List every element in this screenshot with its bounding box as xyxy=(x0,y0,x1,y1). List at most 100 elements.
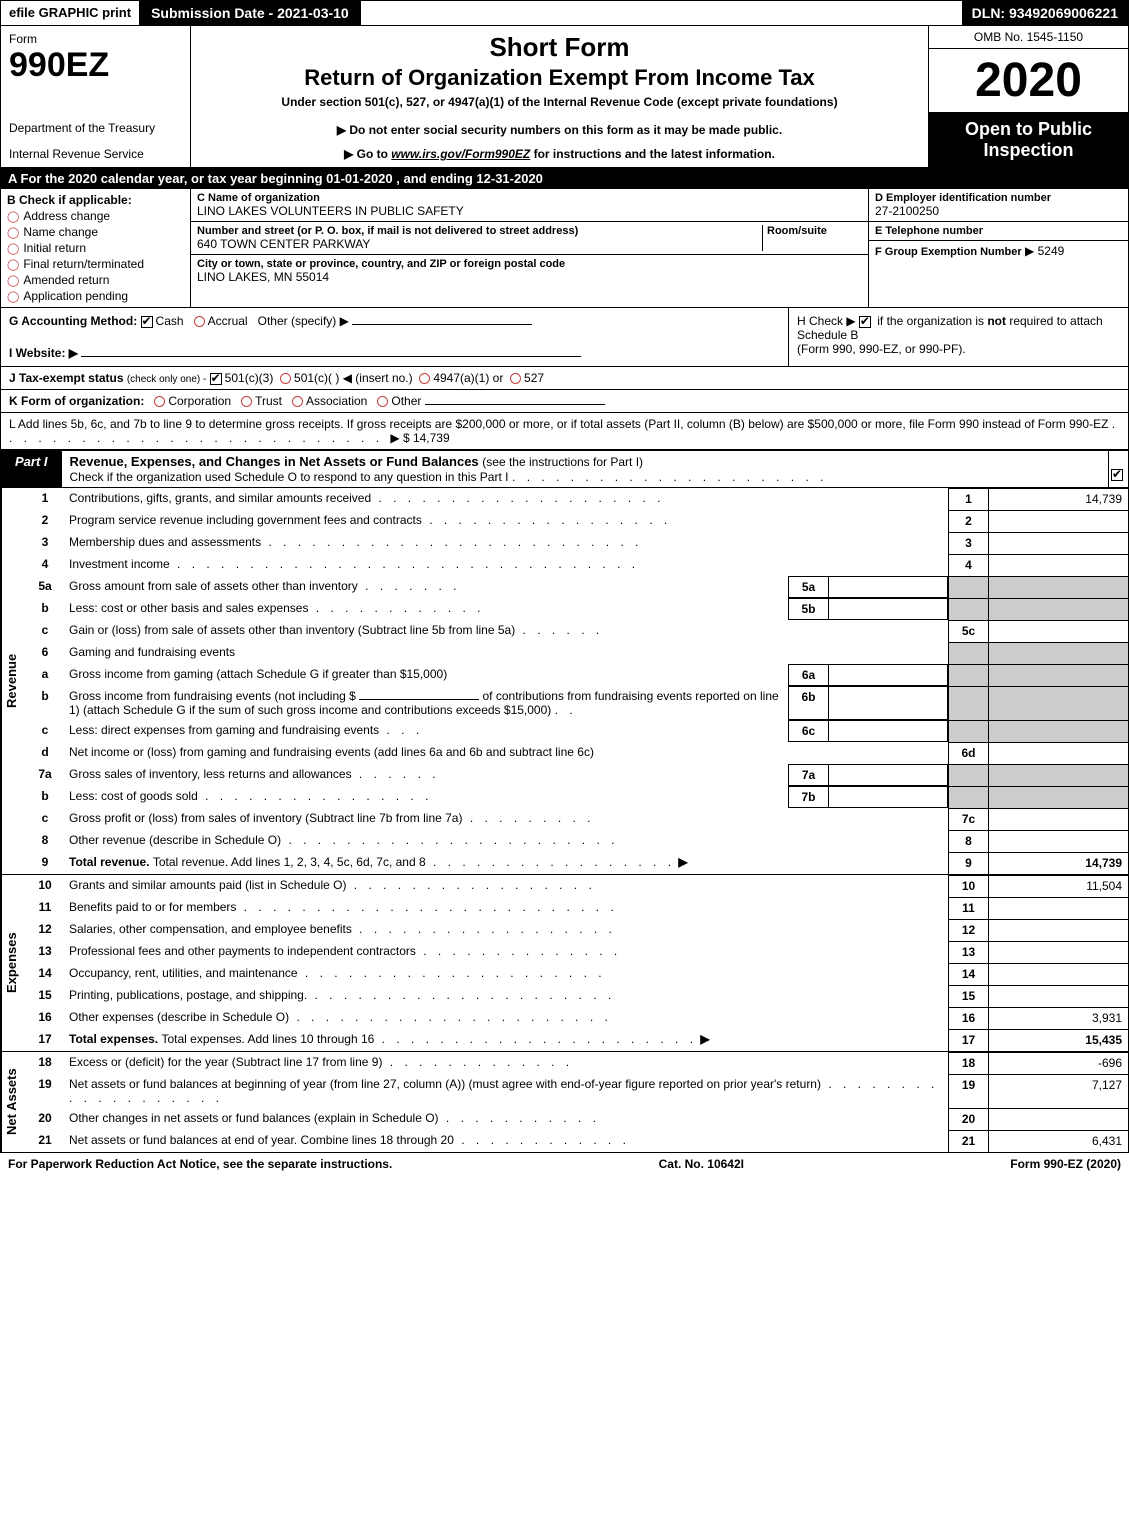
chk-trust[interactable] xyxy=(241,396,252,407)
form-label: Form xyxy=(9,32,182,46)
line-11-val xyxy=(988,897,1128,919)
line-12-desc: Salaries, other compensation, and employ… xyxy=(65,919,948,941)
section-f: F Group Exemption Number ▶ 5249 xyxy=(869,241,1128,261)
irs-label: Internal Revenue Service xyxy=(9,147,182,161)
line-12: 12 Salaries, other compensation, and emp… xyxy=(25,919,1128,941)
line-8: 8 Other revenue (describe in Schedule O)… xyxy=(25,830,1128,852)
ein-value: 27-2100250 xyxy=(875,204,1122,218)
part1-title: Revenue, Expenses, and Changes in Net As… xyxy=(70,454,479,469)
line-13-rnum: 13 xyxy=(948,941,988,963)
line-9-desc: Total revenue. Total revenue. Add lines … xyxy=(65,852,948,874)
line-18-desc: Excess or (deficit) for the year (Subtra… xyxy=(65,1052,948,1074)
line-6c-midval xyxy=(828,720,948,742)
other-input[interactable] xyxy=(352,324,532,325)
chk-accrual[interactable] xyxy=(194,316,205,327)
line-5c-rnum: 5c xyxy=(948,620,988,642)
line-5b-num: b xyxy=(25,598,65,620)
line-1: 1 Contributions, gifts, grants, and simi… xyxy=(25,488,1128,510)
line-9-rnum: 9 xyxy=(948,852,988,874)
line-1-desc: Contributions, gifts, grants, and simila… xyxy=(65,488,948,510)
section-l: L Add lines 5b, 6c, and 7b to line 9 to … xyxy=(0,413,1129,450)
org-name-row: C Name of organization LINO LAKES VOLUNT… xyxy=(191,189,868,222)
line-17-desc: Total expenses. Total expenses. Add line… xyxy=(65,1029,948,1051)
line-12-val xyxy=(988,919,1128,941)
go-to-line: Go to www.irs.gov/Form990EZ for instruct… xyxy=(201,147,918,161)
line-6-num: 6 xyxy=(25,642,65,664)
chk-corporation[interactable] xyxy=(154,396,165,407)
line-16-val: 3,931 xyxy=(988,1007,1128,1029)
line-7a-val xyxy=(988,764,1128,786)
footer-left: For Paperwork Reduction Act Notice, see … xyxy=(8,1157,392,1171)
part1-check: Check if the organization used Schedule … xyxy=(70,470,509,484)
netassets-body: 18 Excess or (deficit) for the year (Sub… xyxy=(25,1052,1128,1152)
line-17-val: 15,435 xyxy=(988,1029,1128,1051)
l-text: L Add lines 5b, 6c, and 7b to line 9 to … xyxy=(9,417,1108,431)
line-21-desc: Net assets or fund balances at end of ye… xyxy=(65,1130,948,1152)
chk-name-change[interactable]: Name change xyxy=(7,225,184,239)
website-input[interactable] xyxy=(81,356,581,357)
k-other-input[interactable] xyxy=(425,404,605,405)
phone-label: E Telephone number xyxy=(875,225,1122,237)
section-g-i: G Accounting Method: Cash Accrual Other … xyxy=(1,308,788,366)
line-6b-num: b xyxy=(25,686,65,720)
chk-527[interactable] xyxy=(510,373,521,384)
line-4: 4 Investment income . . . . . . . . . . … xyxy=(25,554,1128,576)
line-7c: c Gross profit or (loss) from sales of i… xyxy=(25,808,1128,830)
chk-application-pending[interactable]: Application pending xyxy=(7,289,184,303)
tax-year: 2020 xyxy=(929,49,1128,113)
line-20-num: 20 xyxy=(25,1108,65,1130)
chk-cash[interactable] xyxy=(141,316,153,328)
line-5c-num: c xyxy=(25,620,65,642)
line-19-val: 7,127 xyxy=(988,1074,1128,1108)
chk-amended-return[interactable]: Amended return xyxy=(7,273,184,287)
group-exemption-label: F Group Exemption Number xyxy=(875,246,1022,258)
chk-final-return[interactable]: Final return/terminated xyxy=(7,257,184,271)
chk-4947[interactable] xyxy=(419,373,430,384)
j-501c: 501(c)( ) xyxy=(294,371,339,385)
line-5b-desc: Less: cost or other basis and sales expe… xyxy=(65,598,788,620)
line-5c-desc: Gain or (loss) from sale of assets other… xyxy=(65,620,948,642)
line-15: 15 Printing, publications, postage, and … xyxy=(25,985,1128,1007)
footer-center: Cat. No. 10642I xyxy=(659,1157,744,1171)
chk-initial-return[interactable]: Initial return xyxy=(7,241,184,255)
chk-association[interactable] xyxy=(292,396,303,407)
line-10: 10 Grants and similar amounts paid (list… xyxy=(25,875,1128,897)
line-7b-desc: Less: cost of goods sold . . . . . . . .… xyxy=(65,786,788,808)
line-18: 18 Excess or (deficit) for the year (Sub… xyxy=(25,1052,1128,1074)
line-6b-blank[interactable] xyxy=(359,699,479,700)
line-16-desc: Other expenses (describe in Schedule O) … xyxy=(65,1007,948,1029)
chk-501c[interactable] xyxy=(280,373,291,384)
part1-checkbox[interactable] xyxy=(1108,451,1128,487)
h-text1: H Check ▶ xyxy=(797,314,859,328)
chk-address-change[interactable]: Address change xyxy=(7,209,184,223)
go-to-link[interactable]: www.irs.gov/Form990EZ xyxy=(391,147,530,161)
section-h: H Check ▶ if the organization is not req… xyxy=(788,308,1128,366)
k-assoc: Association xyxy=(306,394,367,408)
k-trust: Trust xyxy=(255,394,282,408)
line-6c-val xyxy=(988,720,1128,742)
j-501c3: 501(c)(3) xyxy=(225,371,274,385)
website-label: I Website: ▶ xyxy=(9,346,78,360)
room-label: Room/suite xyxy=(767,225,862,237)
chk-501c3[interactable] xyxy=(210,373,222,385)
part1-title-wrap: Revenue, Expenses, and Changes in Net As… xyxy=(62,451,1108,487)
line-6d-rnum: 6d xyxy=(948,742,988,764)
org-name-label: C Name of organization xyxy=(197,192,862,204)
efile-label[interactable]: efile GRAPHIC print xyxy=(1,1,141,25)
j-label: J Tax-exempt status xyxy=(9,371,124,385)
j-501c-hint: ◀ (insert no.) xyxy=(343,371,413,385)
line-14-num: 14 xyxy=(25,963,65,985)
line-6d-val xyxy=(988,742,1128,764)
line-3-desc: Membership dues and assessments . . . . … xyxy=(65,532,948,554)
h-text2: if the organization is xyxy=(877,314,987,328)
group-exemption-value: ▶ 5249 xyxy=(1025,244,1064,258)
line-8-desc: Other revenue (describe in Schedule O) .… xyxy=(65,830,948,852)
line-20-rnum: 20 xyxy=(948,1108,988,1130)
chk-other-org[interactable] xyxy=(377,396,388,407)
line-10-num: 10 xyxy=(25,875,65,897)
chk-schedule-b[interactable] xyxy=(859,316,871,328)
line-10-val: 11,504 xyxy=(988,875,1128,897)
line-14-rnum: 14 xyxy=(948,963,988,985)
line-13-desc: Professional fees and other payments to … xyxy=(65,941,948,963)
line-17-rnum: 17 xyxy=(948,1029,988,1051)
